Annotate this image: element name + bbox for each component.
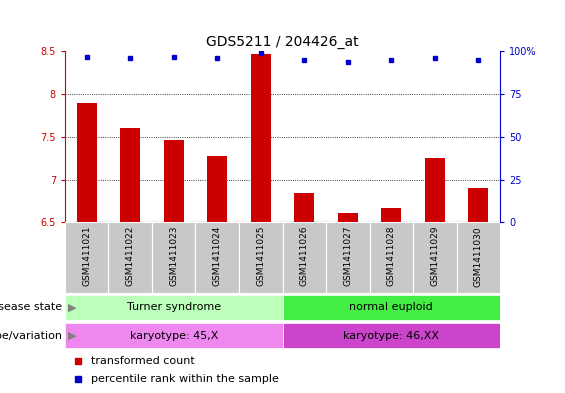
Text: GSM1411030: GSM1411030 bbox=[474, 226, 483, 286]
Bar bbox=[326, 222, 370, 293]
Text: ▶: ▶ bbox=[68, 331, 76, 341]
Bar bbox=[207, 156, 227, 222]
Text: Turner syndrome: Turner syndrome bbox=[127, 302, 221, 312]
Bar bbox=[195, 222, 239, 293]
Text: karyotype: 45,X: karyotype: 45,X bbox=[129, 331, 218, 341]
Bar bbox=[457, 222, 500, 293]
Bar bbox=[425, 158, 445, 222]
Bar bbox=[108, 222, 152, 293]
Bar bbox=[338, 213, 358, 222]
Text: GSM1411022: GSM1411022 bbox=[126, 226, 134, 286]
Bar bbox=[239, 222, 282, 293]
Text: percentile rank within the sample: percentile rank within the sample bbox=[91, 375, 279, 384]
Text: GSM1411024: GSM1411024 bbox=[213, 226, 221, 286]
Text: normal euploid: normal euploid bbox=[349, 302, 433, 312]
Bar bbox=[65, 323, 282, 348]
Bar bbox=[65, 222, 108, 293]
Text: genotype/variation: genotype/variation bbox=[0, 331, 62, 341]
Bar bbox=[77, 103, 97, 222]
Bar bbox=[294, 193, 314, 222]
Text: GSM1411025: GSM1411025 bbox=[257, 226, 265, 286]
Text: GSM1411026: GSM1411026 bbox=[300, 226, 308, 286]
Bar bbox=[120, 129, 140, 222]
Text: GSM1411021: GSM1411021 bbox=[82, 226, 91, 286]
Bar bbox=[164, 140, 184, 222]
Bar bbox=[65, 295, 282, 320]
Text: transformed count: transformed count bbox=[91, 356, 195, 366]
Bar bbox=[413, 222, 457, 293]
Bar bbox=[282, 323, 500, 348]
Text: GSM1411028: GSM1411028 bbox=[387, 226, 396, 286]
Text: ▶: ▶ bbox=[68, 302, 76, 312]
Text: GSM1411023: GSM1411023 bbox=[170, 226, 178, 286]
Bar bbox=[370, 222, 413, 293]
Text: GSM1411027: GSM1411027 bbox=[344, 226, 352, 286]
Text: disease state: disease state bbox=[0, 302, 62, 312]
Bar bbox=[282, 295, 500, 320]
Title: GDS5211 / 204426_at: GDS5211 / 204426_at bbox=[206, 35, 359, 49]
Bar bbox=[282, 222, 326, 293]
Bar bbox=[381, 208, 401, 222]
Text: karyotype: 46,XX: karyotype: 46,XX bbox=[344, 331, 439, 341]
Bar bbox=[251, 54, 271, 222]
Bar bbox=[152, 222, 195, 293]
Bar bbox=[468, 188, 488, 222]
Text: GSM1411029: GSM1411029 bbox=[431, 226, 439, 286]
